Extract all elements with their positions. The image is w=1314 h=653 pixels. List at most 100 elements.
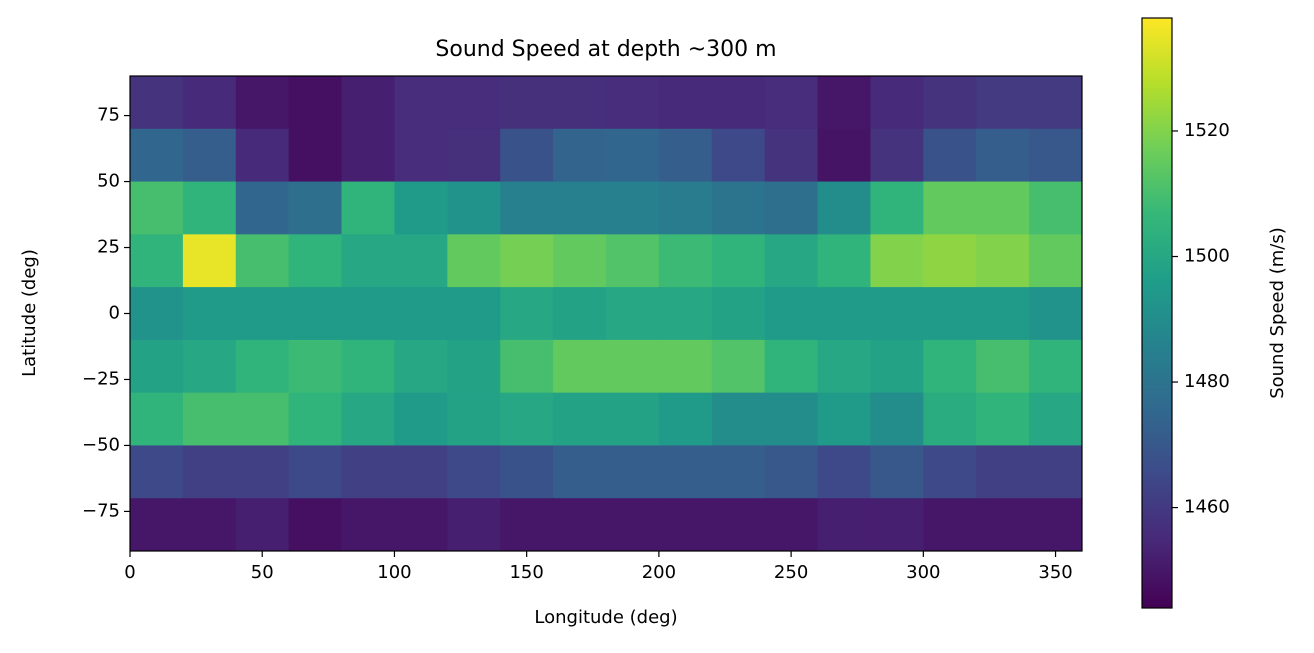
heat-cell: [976, 445, 1030, 499]
heat-cell: [606, 339, 660, 394]
heat-cell: [553, 181, 607, 235]
heat-cell: [764, 76, 819, 130]
heat-cell: [500, 339, 554, 394]
heat-cell: [182, 445, 237, 499]
heat-cell: [976, 339, 1030, 394]
x-tick-label: 300: [906, 562, 940, 583]
heat-cell: [764, 128, 819, 183]
heat-cell: [500, 498, 554, 552]
heat-cell: [447, 445, 501, 499]
heat-cell: [553, 339, 607, 394]
heat-cell: [923, 181, 977, 235]
heat-cell: [711, 287, 766, 341]
heat-cell: [711, 339, 766, 394]
x-axis-label: Longitude (deg): [534, 607, 677, 628]
heat-cell: [976, 498, 1030, 552]
heat-cell: [341, 234, 395, 288]
heat-cell: [130, 339, 184, 394]
heat-cell: [235, 181, 290, 235]
heat-cell: [394, 181, 448, 235]
heat-cell: [870, 234, 924, 288]
heat-cell: [870, 128, 924, 183]
heat-cell: [130, 181, 184, 235]
heat-cell: [817, 339, 871, 394]
heat-cell: [923, 234, 977, 288]
y-tick-label: 75: [97, 105, 120, 126]
heat-cell: [182, 287, 237, 341]
heat-cell: [394, 445, 448, 499]
heat-cell: [235, 128, 290, 183]
heat-cell: [341, 445, 395, 499]
y-tick-label: −75: [82, 500, 120, 521]
heat-cell: [817, 445, 871, 499]
heat-cell: [817, 498, 871, 552]
heat-cell: [182, 392, 237, 446]
heat-cell: [341, 76, 395, 130]
heat-cell: [606, 445, 660, 499]
heat-cell: [553, 287, 607, 341]
heat-cell: [394, 76, 448, 130]
heat-cell: [394, 498, 448, 552]
heat-cell: [500, 392, 554, 446]
heat-cell: [182, 76, 237, 130]
heat-cell: [447, 128, 501, 183]
heat-cell: [553, 445, 607, 499]
heat-cell: [447, 392, 501, 446]
heat-cell: [447, 181, 501, 235]
heat-cell: [817, 181, 871, 235]
heat-cell: [976, 128, 1030, 183]
heat-cell: [130, 76, 184, 130]
heat-cell: [606, 234, 660, 288]
heat-cell: [447, 287, 501, 341]
heat-cell: [1029, 287, 1083, 341]
heat-cell: [235, 498, 290, 552]
heat-cell: [182, 181, 237, 235]
x-tick-label: 350: [1038, 562, 1072, 583]
heat-cell: [341, 498, 395, 552]
heat-cell: [870, 339, 924, 394]
heat-cell: [288, 445, 343, 499]
x-tick-label: 250: [774, 562, 808, 583]
colorbar-tick-label: 1480: [1184, 371, 1230, 392]
heat-cell: [130, 234, 184, 288]
heat-cell: [341, 128, 395, 183]
heat-cell: [817, 287, 871, 341]
heat-cell: [711, 234, 766, 288]
heat-cell: [606, 498, 660, 552]
heat-cell: [658, 234, 713, 288]
heat-cell: [394, 287, 448, 341]
x-tick-label: 100: [377, 562, 411, 583]
heat-cell: [976, 287, 1030, 341]
chart-title: Sound Speed at depth ~300 m: [435, 37, 776, 62]
y-tick-label: −25: [82, 368, 120, 389]
heat-cell: [447, 498, 501, 552]
heat-cell: [447, 76, 501, 130]
heat-cell: [500, 128, 554, 183]
heat-cell: [288, 392, 343, 446]
y-axis-label: Latitude (deg): [19, 249, 40, 377]
heat-cell: [500, 445, 554, 499]
heat-cell: [288, 339, 343, 394]
heat-cell: [764, 234, 819, 288]
heat-cell: [764, 392, 819, 446]
heat-cell: [235, 339, 290, 394]
heat-cell: [923, 128, 977, 183]
heat-cell: [235, 392, 290, 446]
heat-cell: [1029, 339, 1083, 394]
heat-cell: [394, 392, 448, 446]
colorbar: [1141, 17, 1173, 609]
heat-cell: [658, 498, 713, 552]
heat-cell: [817, 392, 871, 446]
heat-cell: [553, 234, 607, 288]
heat-cell: [235, 76, 290, 130]
heat-cell: [235, 445, 290, 499]
heat-cell: [923, 76, 977, 130]
heat-cell: [658, 287, 713, 341]
colorbar-tick-label: 1520: [1184, 120, 1230, 141]
heat-cell: [394, 339, 448, 394]
heat-cell: [288, 498, 343, 552]
x-tick-label: 50: [251, 562, 274, 583]
heat-cell: [764, 181, 819, 235]
heat-cell: [500, 181, 554, 235]
